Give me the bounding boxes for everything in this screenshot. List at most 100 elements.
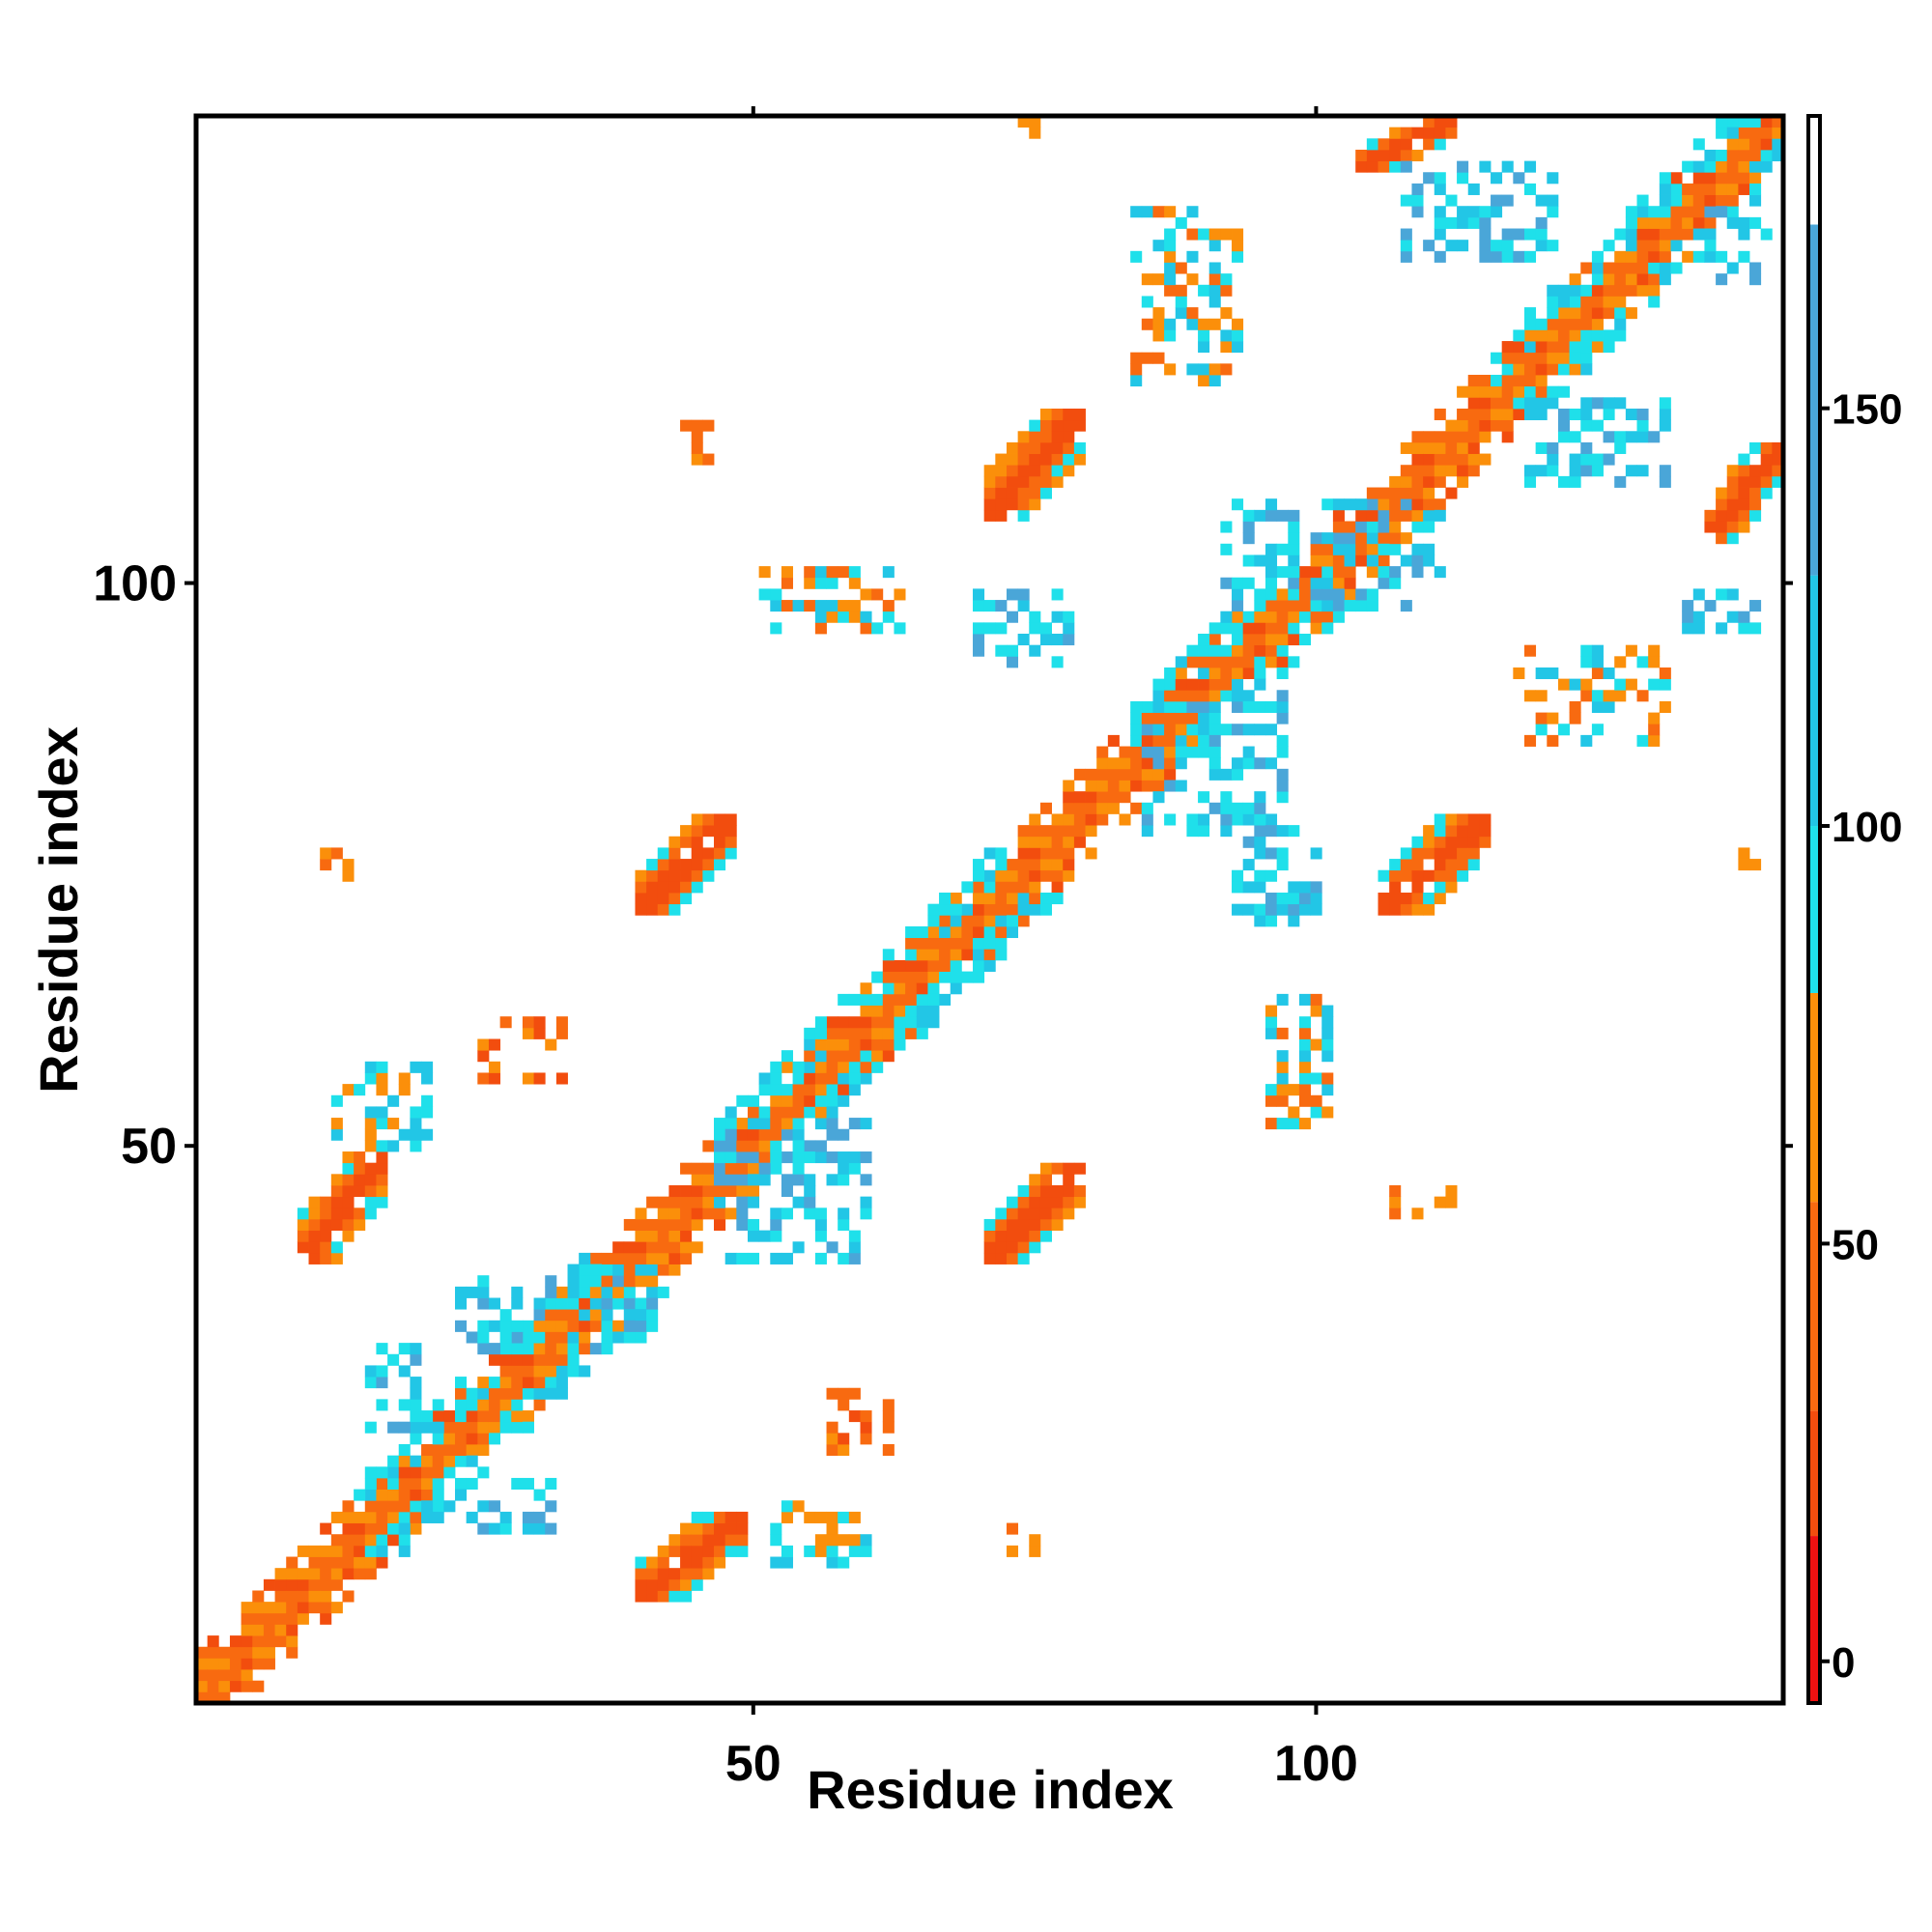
heatmap-cell: [1276, 667, 1289, 680]
heatmap-cell: [1692, 216, 1705, 229]
heatmap-cell: [1220, 802, 1233, 814]
heatmap-cell: [691, 1568, 703, 1580]
heatmap-cell: [1569, 284, 1581, 297]
heatmap-cell: [1580, 734, 1593, 747]
heatmap-cell: [1186, 307, 1199, 320]
heatmap-cell: [207, 1691, 219, 1704]
heatmap-cell: [1085, 825, 1097, 838]
heatmap-cell: [1288, 611, 1300, 623]
heatmap-cell: [1051, 813, 1064, 826]
heatmap-cell: [1298, 1072, 1311, 1085]
heatmap-cell: [1063, 813, 1075, 826]
heatmap-cell: [1276, 903, 1289, 916]
heatmap-cell: [1039, 869, 1052, 882]
heatmap-cell: [1017, 1184, 1030, 1198]
heatmap-cell: [1039, 408, 1052, 421]
heatmap-cell: [1636, 656, 1649, 668]
heatmap-cell: [882, 982, 895, 995]
heatmap-cell: [545, 1038, 557, 1051]
heatmap-cell: [1366, 498, 1378, 511]
heatmap-cell: [1232, 498, 1244, 511]
heatmap-cell: [488, 1421, 501, 1434]
heatmap-cell: [1029, 431, 1041, 443]
heatmap-cell: [916, 959, 928, 972]
heatmap-cell: [555, 1377, 568, 1389]
heatmap-cell: [522, 1421, 534, 1434]
heatmap-cell: [668, 1230, 681, 1242]
heatmap-cell: [612, 1286, 625, 1298]
heatmap-cell: [882, 1005, 895, 1017]
heatmap-cell: [973, 915, 985, 927]
heatmap-cell: [545, 1331, 557, 1344]
heatmap-cell: [1220, 307, 1233, 320]
heatmap-cell: [308, 1218, 321, 1231]
heatmap-cell: [939, 993, 952, 1006]
heatmap-cell: [838, 1218, 850, 1231]
heatmap-cell: [1479, 250, 1492, 263]
heatmap-cell: [1017, 509, 1030, 522]
heatmap-cell: [939, 915, 952, 927]
heatmap-cell: [1648, 206, 1661, 218]
heatmap-cell: [770, 1162, 782, 1175]
heatmap-cell: [364, 1140, 377, 1152]
heatmap-cell: [1738, 475, 1750, 488]
heatmap-cell: [1603, 329, 1615, 342]
heatmap-cell: [927, 925, 940, 939]
heatmap-cell: [1411, 847, 1424, 860]
heatmap-cell: [1491, 419, 1503, 432]
heatmap-cell: [1569, 453, 1581, 466]
heatmap-cell: [376, 1184, 388, 1198]
heatmap-cell: [1738, 160, 1750, 173]
heatmap-cell: [297, 1602, 309, 1614]
heatmap-cell: [848, 1118, 861, 1130]
heatmap-cell: [1220, 341, 1233, 354]
heatmap-cell: [1242, 622, 1255, 635]
heatmap-cell: [848, 1084, 861, 1096]
heatmap-cell: [1738, 453, 1750, 466]
heatmap-cell: [1603, 240, 1615, 252]
y-axis-label: Residue index: [28, 726, 89, 1094]
heatmap-cell: [1298, 881, 1311, 894]
heatmap-cell: [1051, 825, 1064, 838]
heatmap-cell: [804, 1208, 816, 1220]
heatmap-cell: [499, 1511, 512, 1523]
heatmap-cell: [916, 949, 928, 961]
heatmap-cell: [1264, 1084, 1278, 1096]
heatmap-cell: [702, 859, 715, 871]
heatmap-cell: [635, 1590, 647, 1603]
heatmap-cell: [1659, 216, 1671, 229]
heatmap-cell: [263, 1612, 275, 1625]
heatmap-cell: [1547, 667, 1559, 680]
heatmap-cell: [1726, 206, 1739, 218]
heatmap-cell: [714, 1118, 726, 1130]
heatmap-cell: [1648, 724, 1661, 736]
heatmap-cell: [1445, 127, 1458, 139]
heatmap-cell: [635, 1309, 647, 1321]
heatmap-cell: [1288, 622, 1300, 635]
heatmap-cell: [1400, 228, 1412, 241]
heatmap-cell: [838, 1061, 850, 1073]
heatmap-cell: [364, 1511, 377, 1523]
heatmap-cell: [1411, 149, 1424, 162]
heatmap-cell: [1063, 465, 1075, 477]
heatmap-cell: [1523, 318, 1537, 330]
heatmap-cell: [1152, 768, 1165, 781]
heatmap-cell: [1164, 329, 1177, 342]
heatmap-cell: [814, 1252, 827, 1264]
heatmap-cell: [724, 1208, 737, 1220]
heatmap-cell: [1547, 341, 1559, 354]
heatmap-cell: [1614, 329, 1627, 342]
heatmap-cell: [364, 1545, 377, 1557]
heatmap-cell: [1400, 250, 1412, 263]
colorbar-band: [1808, 992, 1820, 1203]
heatmap-cell: [376, 1151, 388, 1164]
heatmap-cell: [1378, 487, 1390, 499]
heatmap-cell: [1288, 825, 1300, 838]
heatmap-cell: [1648, 431, 1661, 443]
heatmap-cell: [398, 1545, 411, 1557]
heatmap-cell: [1298, 993, 1311, 1006]
heatmap-cell: [814, 1208, 827, 1220]
heatmap-cell: [804, 600, 816, 612]
heatmap-cell: [792, 1174, 805, 1186]
heatmap-cell: [1692, 588, 1705, 601]
